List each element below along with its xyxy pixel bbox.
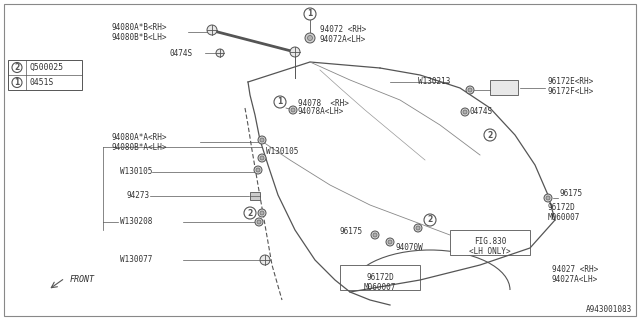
Circle shape	[414, 224, 422, 232]
Circle shape	[291, 108, 295, 112]
Text: 94072A<LH>: 94072A<LH>	[320, 36, 366, 44]
Bar	[490, 80, 518, 95]
Text: W130208: W130208	[120, 218, 152, 227]
Text: 0474S: 0474S	[470, 108, 493, 116]
Circle shape	[12, 77, 22, 87]
Text: 94078  <RH>: 94078 <RH>	[298, 99, 349, 108]
Circle shape	[254, 166, 262, 174]
Bar	[450, 230, 530, 255]
Text: 2: 2	[488, 131, 493, 140]
Circle shape	[260, 255, 270, 265]
Text: 0451S: 0451S	[30, 78, 54, 87]
Circle shape	[544, 194, 552, 202]
Text: 96172E<RH>: 96172E<RH>	[547, 77, 593, 86]
Circle shape	[371, 231, 379, 239]
Circle shape	[388, 240, 392, 244]
Circle shape	[258, 154, 266, 162]
Circle shape	[290, 47, 300, 57]
Circle shape	[289, 106, 297, 114]
Text: M060007: M060007	[548, 213, 580, 222]
Bar	[250, 192, 260, 200]
Circle shape	[373, 233, 377, 237]
Text: 2: 2	[248, 209, 253, 218]
Text: 1: 1	[277, 98, 283, 107]
Circle shape	[484, 129, 496, 141]
Text: 96175: 96175	[560, 189, 583, 198]
Text: Q500025: Q500025	[30, 63, 64, 72]
Text: 94027 <RH>: 94027 <RH>	[552, 266, 598, 275]
Circle shape	[207, 25, 217, 35]
Text: 94080A*B<RH>: 94080A*B<RH>	[112, 22, 168, 31]
Circle shape	[424, 214, 436, 226]
Text: 94070W: 94070W	[395, 244, 423, 252]
Circle shape	[244, 207, 256, 219]
Circle shape	[307, 36, 312, 41]
Text: A943001083: A943001083	[586, 306, 632, 315]
Text: W130105: W130105	[120, 167, 152, 177]
Text: 94080B*A<LH>: 94080B*A<LH>	[112, 142, 168, 151]
Text: 2: 2	[428, 215, 433, 225]
Circle shape	[260, 156, 264, 160]
Text: W130213: W130213	[418, 77, 450, 86]
Circle shape	[386, 238, 394, 246]
Circle shape	[416, 226, 420, 230]
Text: W130077: W130077	[120, 255, 152, 265]
Circle shape	[468, 88, 472, 92]
Text: 96172D: 96172D	[366, 274, 394, 283]
Text: 94072 <RH>: 94072 <RH>	[320, 26, 366, 35]
Bar	[8, 60, 82, 90]
Text: <LH ONLY>: <LH ONLY>	[469, 247, 511, 257]
Text: 96172D: 96172D	[548, 204, 576, 212]
Text: 94080A*A<RH>: 94080A*A<RH>	[112, 132, 168, 141]
Text: 0474S: 0474S	[170, 49, 193, 58]
Circle shape	[257, 220, 261, 224]
Text: 94080B*B<LH>: 94080B*B<LH>	[112, 33, 168, 42]
Text: 96172F<LH>: 96172F<LH>	[547, 87, 593, 97]
Text: 94078A<LH>: 94078A<LH>	[298, 108, 344, 116]
Text: 1: 1	[307, 10, 312, 19]
Text: 96175: 96175	[340, 228, 363, 236]
Circle shape	[258, 209, 266, 217]
Circle shape	[463, 110, 467, 114]
Text: FIG.830: FIG.830	[474, 237, 506, 246]
Text: 94273: 94273	[127, 191, 150, 201]
Text: 1: 1	[14, 78, 20, 87]
Circle shape	[466, 86, 474, 94]
Circle shape	[256, 168, 260, 172]
Circle shape	[461, 108, 469, 116]
Bar	[340, 265, 420, 290]
Circle shape	[260, 211, 264, 215]
Circle shape	[216, 49, 224, 57]
Circle shape	[260, 138, 264, 142]
Text: 2: 2	[14, 63, 20, 72]
Text: M060007: M060007	[364, 284, 396, 292]
Circle shape	[546, 196, 550, 200]
Circle shape	[274, 96, 286, 108]
Circle shape	[255, 218, 263, 226]
Circle shape	[305, 33, 315, 43]
Circle shape	[258, 136, 266, 144]
Text: W130105: W130105	[266, 148, 298, 156]
Text: 94027A<LH>: 94027A<LH>	[552, 276, 598, 284]
Circle shape	[304, 8, 316, 20]
Text: FRONT: FRONT	[70, 276, 95, 284]
Circle shape	[12, 62, 22, 73]
